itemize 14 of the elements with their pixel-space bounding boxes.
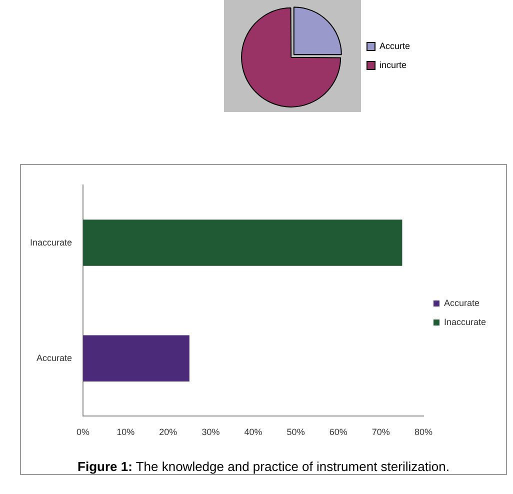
caption: Figure 1: The knowledge and practice of instrument sterilization.: [76, 459, 450, 474]
legend-label: Accurate: [444, 298, 480, 308]
x-tick-label: 80%: [414, 427, 432, 438]
x-tick-label: 40%: [244, 427, 262, 438]
x-tick-label: 30%: [202, 427, 220, 438]
x-tick-label: 70%: [372, 427, 390, 438]
x-tick-label: 20%: [159, 427, 178, 438]
x-tick-label: 60%: [329, 427, 348, 438]
x-tick-label: 50%: [286, 427, 305, 438]
legend-label: Accurte: [379, 40, 410, 51]
x-tick-label: 0%: [76, 427, 90, 438]
x-tick-label: 10%: [116, 427, 135, 438]
legend-label: incurte: [379, 60, 407, 70]
legend-label: Inaccurate: [444, 316, 486, 327]
